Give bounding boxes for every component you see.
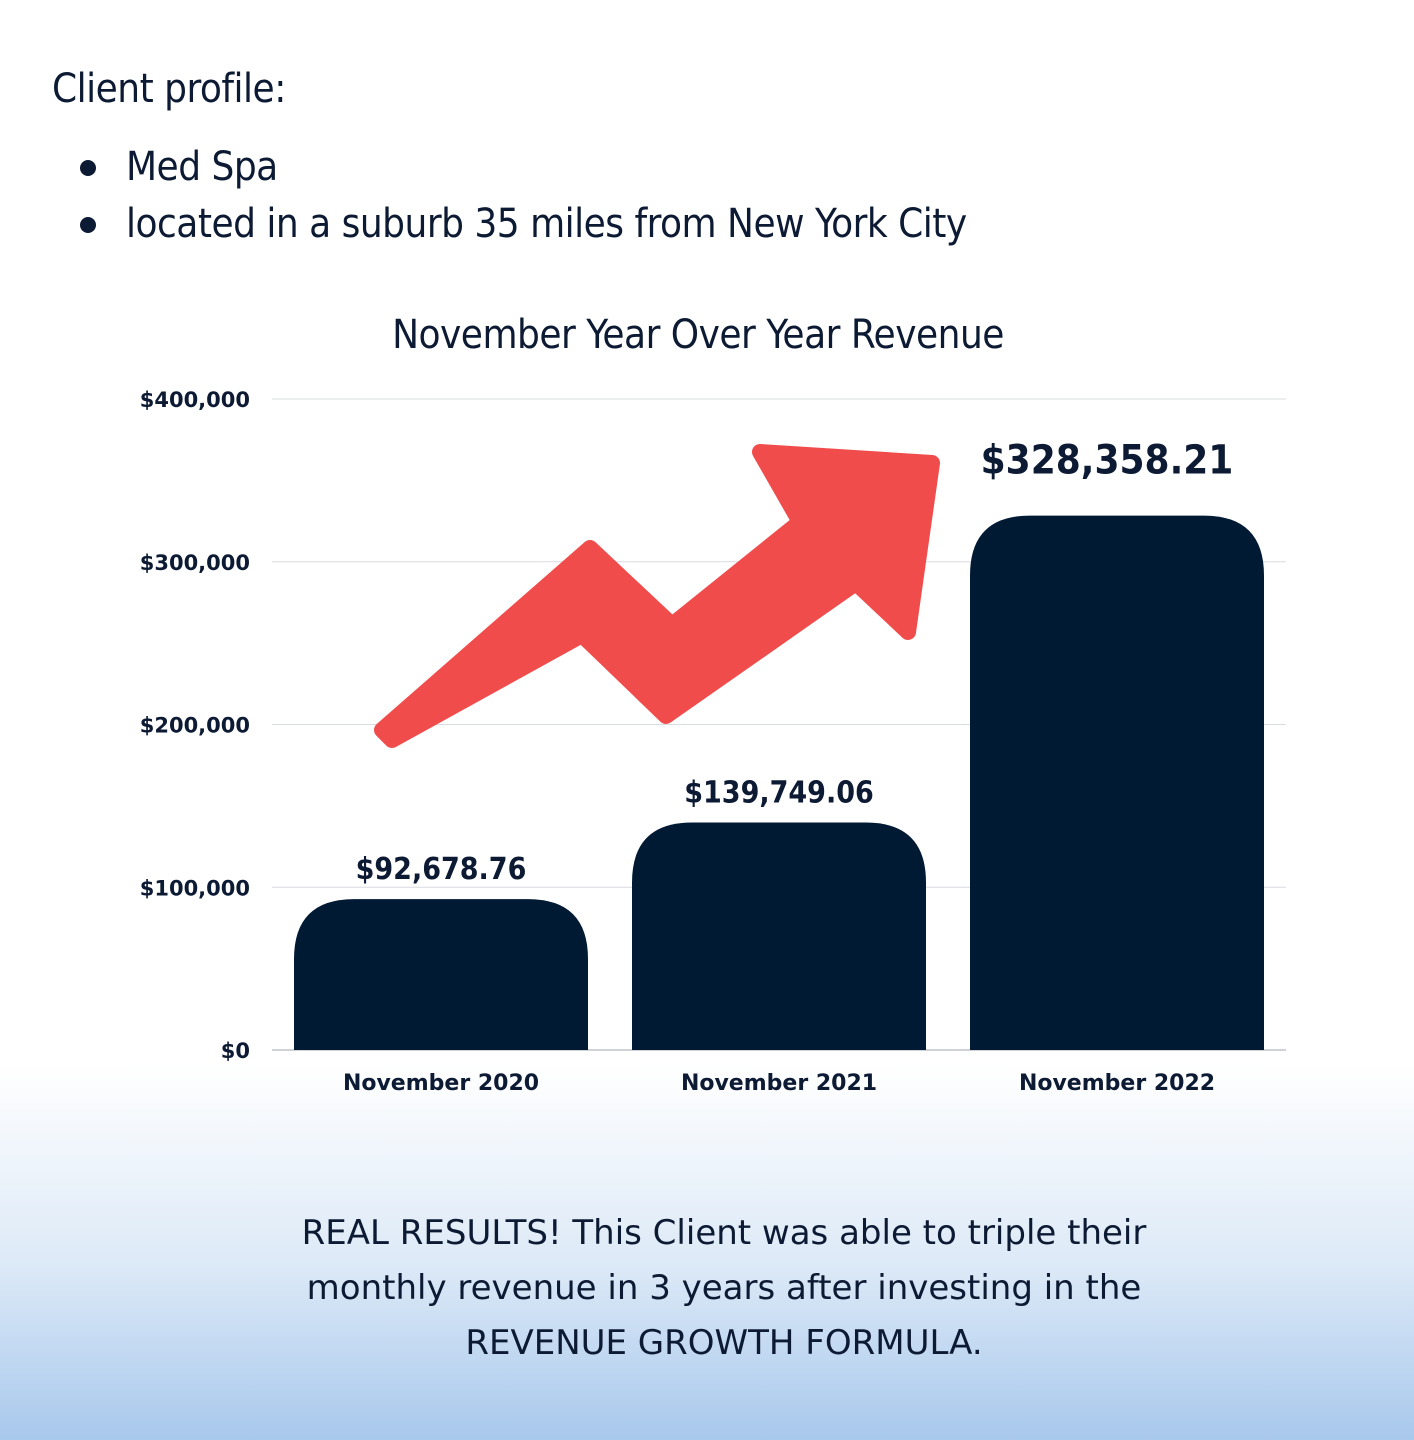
x-category-label: November 2020: [343, 1071, 539, 1096]
profile-item-text: located in a suburb 35 miles from New Yo…: [126, 201, 967, 247]
y-tick-label: $400,000: [140, 388, 250, 412]
profile-item-text: Med Spa: [126, 144, 278, 190]
chart-data-labels: $92,678.76 $139,749.06 $328,358.21: [356, 438, 1234, 888]
y-axis-ticks: $0 $100,000 $200,000 $300,000 $400,000: [140, 388, 250, 1063]
bar: [632, 822, 926, 1050]
footer-results-text: REAL RESULTS! This Client was able to tr…: [100, 1206, 1348, 1371]
x-category-label: November 2022: [1019, 1071, 1215, 1096]
footer-line: REAL RESULTS! This Client was able to tr…: [301, 1213, 1147, 1253]
x-category-label: November 2021: [681, 1071, 877, 1096]
y-tick-label: $200,000: [140, 714, 250, 738]
client-profile-list: Med Spa located in a suburb 35 miles fro…: [70, 140, 967, 254]
client-profile-title: Client profile:: [52, 66, 286, 112]
bar-data-label: $92,678.76: [356, 852, 527, 887]
bar: [970, 515, 1264, 1050]
y-tick-label: $0: [221, 1039, 250, 1063]
profile-item-business-type: Med Spa: [70, 140, 967, 197]
y-tick-label: $300,000: [140, 551, 250, 575]
trend-up-arrow-icon: [374, 444, 940, 748]
bar-data-label: $328,358.21: [981, 438, 1234, 484]
bar-data-label: $139,749.06: [684, 776, 874, 811]
x-axis-categories: November 2020 November 2021 November 2022: [343, 1071, 1215, 1096]
footer-line: REVENUE GROWTH FORMULA.: [465, 1323, 983, 1363]
chart-bars: [294, 515, 1264, 1050]
bullet-icon: [80, 217, 96, 233]
revenue-bar-chart: $0 $100,000 $200,000 $300,000 $400,000 $92,6…: [140, 388, 1286, 1096]
footer-line: monthly revenue in 3 years after investi…: [306, 1268, 1142, 1308]
chart-title: November Year Over Year Revenue: [392, 312, 1004, 358]
profile-item-location: located in a suburb 35 miles from New Yo…: [70, 197, 967, 254]
bullet-icon: [80, 160, 96, 176]
y-tick-label: $100,000: [140, 876, 250, 900]
bar: [294, 899, 588, 1050]
